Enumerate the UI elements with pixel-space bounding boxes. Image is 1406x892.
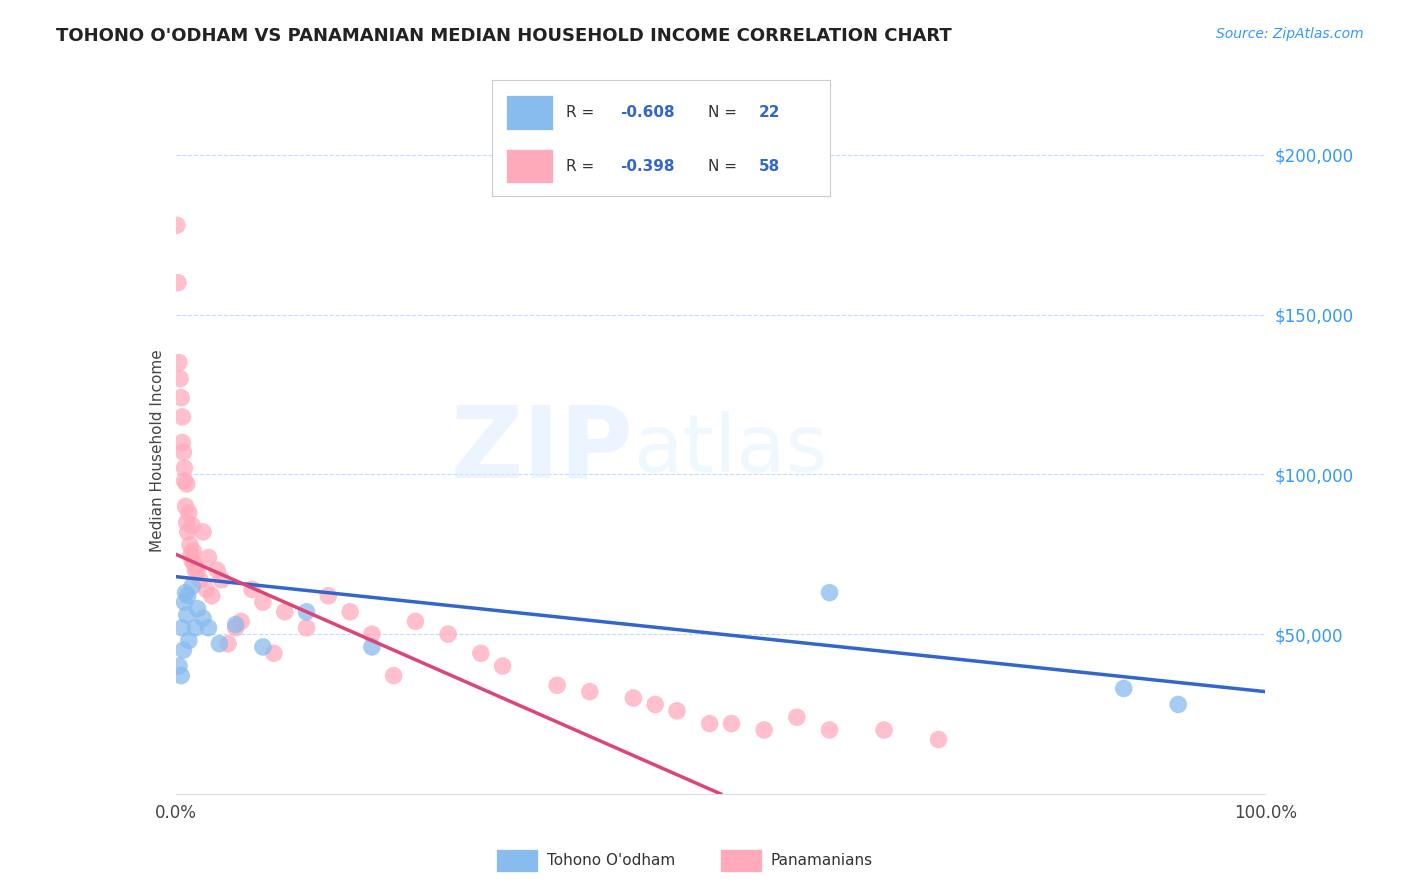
Point (191, 524, 214, 539)
Point (274, 605, 297, 619)
Text: Source: ZipAtlas.com: Source: ZipAtlas.com (1216, 27, 1364, 41)
Text: -0.608: -0.608 (620, 105, 675, 120)
Point (166, 219, 188, 233)
FancyBboxPatch shape (506, 149, 553, 184)
Point (252, 640, 274, 654)
Text: 22: 22 (759, 105, 780, 120)
FancyBboxPatch shape (506, 95, 553, 130)
Point (201, 589, 224, 603)
Point (818, 723, 841, 737)
Text: N =: N = (709, 159, 742, 174)
Point (167, 356, 190, 370)
Point (197, 621, 219, 635)
Point (225, 621, 247, 635)
Point (295, 605, 318, 619)
Point (172, 409, 194, 424)
Point (176, 477, 198, 491)
Point (754, 723, 776, 737)
Point (208, 637, 231, 651)
Point (186, 601, 209, 615)
Point (183, 557, 205, 571)
Point (172, 435, 194, 450)
Point (699, 716, 721, 731)
Point (546, 678, 568, 692)
Point (225, 617, 247, 632)
Point (177, 633, 200, 648)
Point (167, 659, 190, 673)
Point (180, 547, 202, 561)
Point (169, 371, 191, 385)
Point (263, 646, 285, 660)
Point (177, 524, 200, 539)
Point (382, 668, 405, 682)
Point (177, 589, 200, 603)
FancyBboxPatch shape (720, 849, 762, 872)
Point (437, 627, 460, 641)
Text: ZIP: ZIP (450, 402, 633, 499)
Point (170, 668, 193, 682)
Point (195, 582, 218, 597)
Point (666, 704, 689, 718)
Text: N =: N = (709, 105, 742, 120)
Point (184, 563, 207, 577)
Point (170, 391, 193, 405)
Point (197, 550, 219, 565)
Point (217, 637, 239, 651)
Y-axis label: Median Household Income: Median Household Income (149, 349, 165, 552)
Text: TOHONO O'ODHAM VS PANAMANIAN MEDIAN HOUSEHOLD INCOME CORRELATION CHART: TOHONO O'ODHAM VS PANAMANIAN MEDIAN HOUS… (56, 27, 952, 45)
Point (405, 615, 427, 629)
Point (720, 716, 742, 731)
Text: atlas: atlas (633, 411, 828, 490)
Point (172, 445, 194, 459)
Point (1112, 681, 1135, 696)
Text: -0.398: -0.398 (620, 159, 675, 174)
Point (174, 585, 197, 599)
Point (339, 605, 361, 619)
Text: Tohono O'odham: Tohono O'odham (547, 854, 675, 868)
Point (181, 518, 204, 533)
Point (579, 684, 602, 698)
Point (211, 573, 233, 587)
Text: R =: R = (567, 159, 599, 174)
Point (786, 710, 808, 724)
Point (205, 563, 228, 577)
Point (172, 643, 194, 657)
Point (177, 506, 200, 520)
Point (1167, 698, 1189, 712)
Point (173, 595, 195, 609)
Point (231, 615, 253, 629)
Point (172, 621, 194, 635)
FancyBboxPatch shape (496, 849, 538, 872)
Point (176, 516, 198, 530)
Point (470, 646, 492, 660)
Point (644, 698, 666, 712)
Point (174, 500, 197, 514)
Text: R =: R = (567, 105, 599, 120)
Point (184, 621, 207, 635)
Point (167, 276, 190, 290)
Point (179, 538, 201, 552)
Text: 58: 58 (759, 159, 780, 174)
Point (318, 589, 340, 603)
Point (173, 461, 195, 475)
Point (240, 582, 263, 597)
Point (173, 474, 195, 488)
Point (191, 611, 214, 625)
Point (181, 554, 204, 568)
Point (176, 607, 198, 622)
Point (928, 732, 950, 747)
Point (492, 659, 515, 673)
Point (252, 595, 274, 609)
Point (360, 640, 382, 654)
Point (181, 579, 204, 593)
Point (818, 585, 841, 599)
Text: Panamanians: Panamanians (770, 854, 873, 868)
Point (360, 627, 382, 641)
Point (186, 563, 209, 577)
Point (621, 691, 644, 706)
Point (295, 621, 318, 635)
Point (873, 723, 896, 737)
Point (188, 573, 211, 587)
Point (181, 544, 204, 558)
